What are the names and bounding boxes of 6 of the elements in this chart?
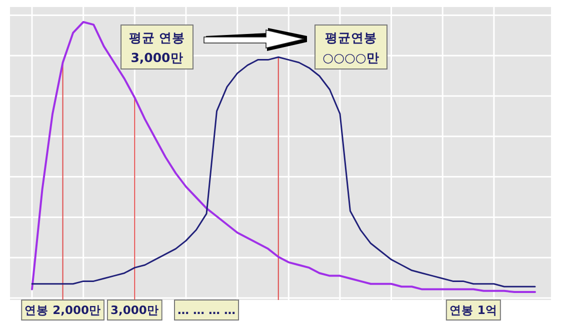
x-tick-label: 연봉 1억 xyxy=(449,303,498,317)
annotation: 평균연봉 ○○○○만 xyxy=(322,30,380,65)
annotation: 평균 연봉 3,000만 xyxy=(128,30,186,65)
x-tick-label: … … … … xyxy=(178,303,236,317)
x-tick-label: 3,000만 xyxy=(110,303,159,317)
x-tick-label: 연봉 2,000만 xyxy=(24,303,101,317)
